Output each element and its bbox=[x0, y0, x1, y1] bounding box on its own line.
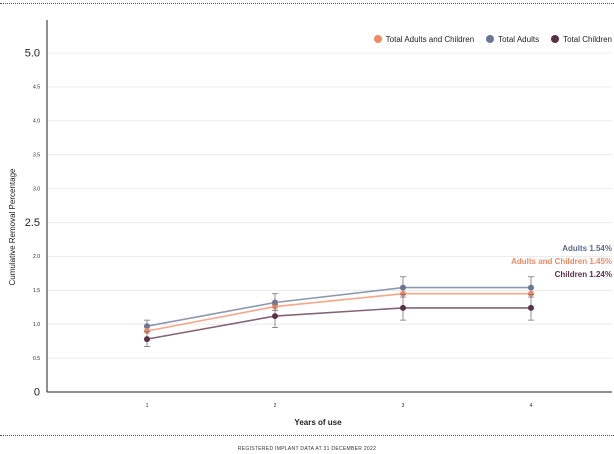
legend-label: Total Children bbox=[563, 34, 612, 44]
data-point bbox=[528, 290, 534, 297]
x-axis-label: Years of use bbox=[294, 418, 342, 427]
series-line bbox=[146, 292, 531, 332]
legend-label: Total Adults bbox=[498, 34, 540, 44]
end-label-adults: Adults 1.54% bbox=[562, 244, 612, 253]
y-tick-label: 3.5 bbox=[33, 153, 40, 159]
data-point bbox=[272, 313, 278, 320]
y-tick-label: 2.0 bbox=[33, 254, 40, 260]
y-tick-labels: 0 0.5 1.0 1.5 2.0 2.5 3.0 3.5 4.0 4.5 5.0 bbox=[25, 48, 41, 399]
legend-swatch bbox=[551, 35, 560, 43]
data-point bbox=[528, 284, 534, 291]
grid-lines bbox=[47, 52, 612, 359]
legend-item-total-adults: Total Adults bbox=[486, 35, 539, 44]
end-label-children: Children 1.24% bbox=[554, 270, 612, 279]
chart-legend: Total Adults and Children Total Adults T… bbox=[300, 32, 612, 46]
series-total-children bbox=[144, 293, 534, 347]
top-dotted-rule bbox=[0, 3, 614, 4]
x-tick-label: 1 bbox=[146, 403, 149, 409]
axes bbox=[46, 20, 612, 393]
data-point bbox=[144, 336, 150, 343]
y-tick-label: 1.0 bbox=[33, 322, 40, 328]
data-point bbox=[400, 284, 406, 291]
bottom-dotted-rule bbox=[0, 435, 614, 436]
y-tick-label: 5.0 bbox=[25, 48, 40, 60]
series-total-adults-and-children bbox=[144, 290, 534, 334]
y-tick-label: 0.5 bbox=[33, 356, 40, 362]
y-tick-label: 2.5 bbox=[25, 217, 40, 229]
y-tick-label: 3.0 bbox=[33, 186, 40, 192]
x-tick-label: 3 bbox=[402, 403, 405, 409]
series-layer bbox=[144, 276, 534, 347]
series-line bbox=[146, 307, 531, 340]
data-point bbox=[144, 323, 150, 330]
y-tick-label: 1.5 bbox=[33, 288, 40, 294]
y-axis-label: Cumulative Removal Percentage bbox=[8, 168, 17, 285]
legend-swatch bbox=[486, 35, 495, 43]
data-point bbox=[400, 290, 406, 297]
series-line bbox=[146, 286, 531, 327]
x-tick-label: 4 bbox=[530, 403, 533, 409]
data-point bbox=[144, 327, 150, 334]
series-total-adults bbox=[144, 276, 534, 333]
legend-label: Total Adults and Children bbox=[385, 34, 475, 44]
legend-item-total-children: Total Children bbox=[551, 35, 612, 44]
x-tick-label: 2 bbox=[274, 403, 277, 409]
legend-swatch bbox=[373, 35, 382, 43]
footer-note: REGISTERED IMPLANT DATA AT 31 DECEMBER 2… bbox=[237, 446, 377, 452]
y-tick-label: 0 bbox=[34, 387, 40, 399]
data-point bbox=[528, 304, 534, 311]
y-tick-label: 4.0 bbox=[33, 119, 40, 125]
end-label-adults-and-children: Adults and Children 1.45% bbox=[511, 257, 612, 266]
data-point bbox=[400, 304, 406, 311]
x-tick-labels: 1 2 3 4 bbox=[146, 403, 533, 409]
legend-item-total-adults-and-children: Total Adults and Children bbox=[373, 34, 475, 44]
y-tick-label: 4.5 bbox=[33, 85, 40, 91]
